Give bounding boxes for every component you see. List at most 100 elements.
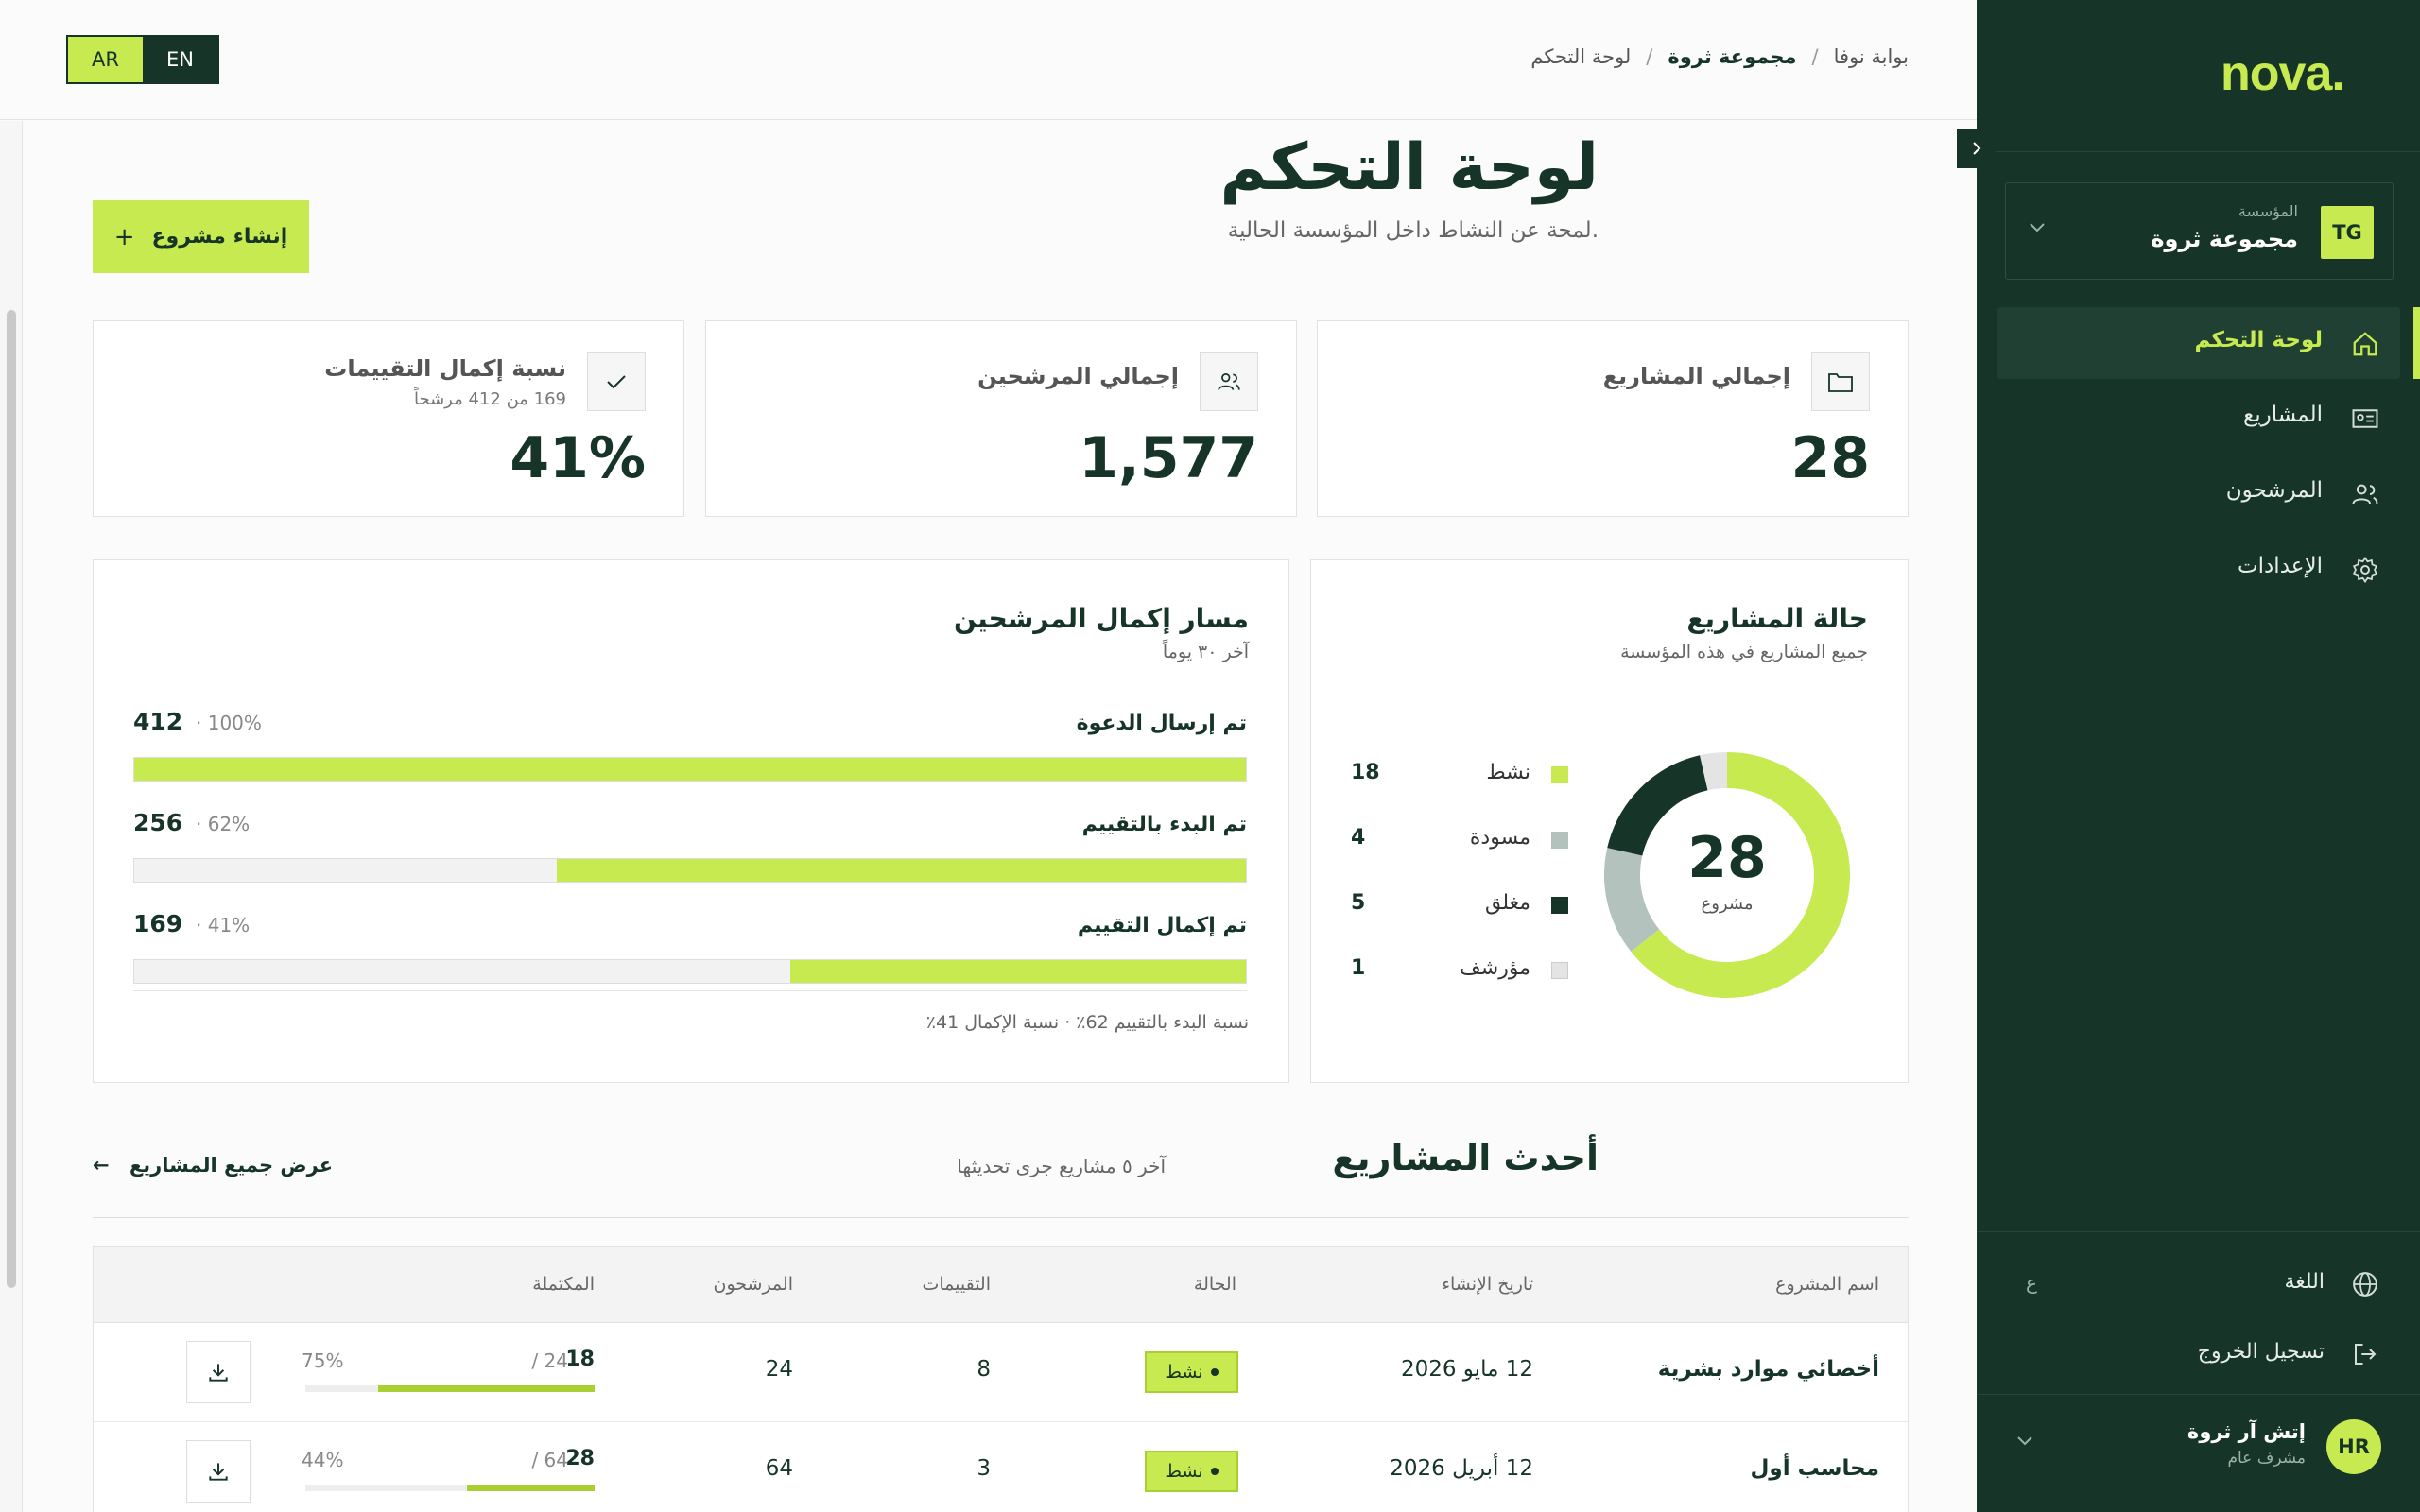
project-status-card: حالة المشاريع جميع المشاريع في هذه المؤس… bbox=[1310, 559, 1909, 1083]
completed-count: 28 bbox=[565, 1447, 595, 1470]
stat-value: 28 bbox=[1790, 425, 1871, 491]
logout-button[interactable]: تسجيل الخروج bbox=[1997, 1327, 2400, 1383]
completion-track bbox=[305, 1385, 595, 1392]
funnel-count: 412 bbox=[133, 708, 183, 735]
download-button[interactable] bbox=[186, 1440, 251, 1503]
candidates-count: 64 bbox=[765, 1456, 793, 1481]
completion-track bbox=[305, 1485, 595, 1491]
legend-swatch bbox=[1551, 897, 1568, 914]
donut-segment bbox=[1604, 848, 1660, 953]
user-menu[interactable]: HR إتش آر ثروة مشرف عام bbox=[1997, 1408, 2400, 1484]
breadcrumb-separator: / bbox=[1646, 45, 1653, 68]
status-badge: نشط bbox=[1145, 1451, 1238, 1492]
legend-value: 4 bbox=[1351, 826, 1366, 850]
lang-ar-button[interactable]: AR bbox=[68, 37, 143, 82]
completed-count: 18 bbox=[565, 1348, 595, 1371]
funnel-percent: · 41% bbox=[196, 914, 251, 936]
users-icon bbox=[2351, 480, 2379, 508]
scrollbar-thumb[interactable] bbox=[7, 310, 16, 1288]
user-role: مشرف عام bbox=[2227, 1449, 2306, 1468]
funnel-row: تم إرسال الدعوة 412 · 100% bbox=[133, 708, 1247, 787]
column-header: المرشحون bbox=[713, 1274, 794, 1295]
completion-fill bbox=[467, 1485, 595, 1491]
table-row[interactable]: أخصائي موارد بشرية 12 مايو 2026 نشط 8 24… bbox=[94, 1323, 1908, 1422]
column-header: الحالة bbox=[1193, 1274, 1236, 1295]
folder-icon bbox=[1811, 352, 1870, 411]
card-subtitle: آخر ٣٠ يوماً bbox=[1162, 642, 1249, 662]
completed-total: / 24 bbox=[531, 1349, 568, 1372]
funnel-count: 256 bbox=[133, 809, 183, 836]
stat-value: 1,577 bbox=[1079, 425, 1258, 491]
home-icon bbox=[2351, 330, 2379, 358]
logout-icon bbox=[2351, 1340, 2379, 1368]
breadcrumb-separator: / bbox=[1811, 45, 1819, 68]
completed-total: / 64 bbox=[531, 1449, 568, 1471]
scrollbar[interactable] bbox=[0, 121, 23, 1512]
top-bar: AR EN بوابة نوفا / مجموعة ثروة / لوحة ال… bbox=[0, 0, 1977, 120]
plus-icon: + bbox=[113, 222, 135, 251]
donut-segment bbox=[1631, 752, 1850, 998]
org-avatar: TG bbox=[2321, 206, 2374, 259]
card-subtitle: جميع المشاريع في هذه المؤسسة bbox=[1620, 642, 1868, 662]
created-date: 12 مايو 2026 bbox=[1400, 1357, 1533, 1382]
funnel-label: تم إكمال التقييم bbox=[1077, 914, 1247, 937]
funnel-count: 169 bbox=[133, 910, 183, 937]
stat-subtext: 169 من 412 مرشحاً bbox=[414, 389, 566, 409]
funnel-divider bbox=[133, 990, 1247, 991]
legend-item: مؤرشف 1 bbox=[1351, 956, 1568, 985]
breadcrumb-portal[interactable]: بوابة نوفا bbox=[1833, 45, 1909, 68]
project-name[interactable]: محاسب أول bbox=[1750, 1456, 1879, 1481]
download-button[interactable] bbox=[186, 1341, 251, 1403]
table-row[interactable]: محاسب أول 12 أبريل 2026 نشط 3 64 28 / 64… bbox=[94, 1422, 1908, 1512]
collapse-sidebar-button[interactable] bbox=[1957, 129, 1996, 168]
legend-item: مغلق 5 bbox=[1351, 891, 1568, 919]
funnel-bar bbox=[134, 758, 1246, 781]
sidebar-item-projects[interactable]: المشاريع bbox=[1997, 382, 2400, 454]
page-subtitle: لمحة عن النشاط داخل المؤسسة الحالية. bbox=[1227, 218, 1599, 243]
status-badge: نشط bbox=[1145, 1351, 1238, 1393]
legend-value: 18 bbox=[1351, 761, 1380, 784]
breadcrumb-org[interactable]: مجموعة ثروة bbox=[1668, 45, 1797, 68]
globe-icon bbox=[2351, 1270, 2379, 1298]
nova-logo[interactable]: nova. bbox=[2221, 46, 2345, 101]
card-title: مسار إكمال المرشحين bbox=[953, 603, 1249, 634]
section-divider bbox=[93, 1217, 1909, 1218]
evaluations-count: 3 bbox=[977, 1456, 991, 1481]
page-title: لوحة التحكم bbox=[1219, 130, 1599, 205]
breadcrumb-current: لوحة التحكم bbox=[1530, 45, 1632, 68]
stat-card-projects: إجمالي المشاريع 28 bbox=[1317, 320, 1909, 517]
active-indicator bbox=[2413, 307, 2420, 379]
language-toggle: AR EN bbox=[66, 35, 219, 84]
view-all-projects-link[interactable]: عرض جميع المشاريع ← bbox=[93, 1154, 333, 1177]
language-label: اللغة bbox=[2284, 1270, 2325, 1294]
candidates-count: 24 bbox=[765, 1357, 793, 1382]
language-menu[interactable]: اللغة ع bbox=[1997, 1257, 2400, 1314]
status-dot bbox=[1210, 1468, 1219, 1475]
logout-label: تسجيل الخروج bbox=[2197, 1340, 2325, 1364]
funnel-bar-track bbox=[133, 858, 1247, 883]
sidebar-item-label: المشاريع bbox=[2243, 403, 2323, 427]
sidebar-item-settings[interactable]: الإعدادات bbox=[1997, 533, 2400, 605]
donut-center-value: 28 bbox=[1687, 825, 1767, 891]
org-label: المؤسسة bbox=[2238, 202, 2298, 220]
download-icon bbox=[209, 1463, 228, 1481]
chevron-down-icon bbox=[2029, 215, 2046, 239]
legend-value: 1 bbox=[1351, 956, 1366, 980]
funnel-bar-track bbox=[133, 757, 1247, 782]
sidebar-item-dashboard[interactable]: لوحة التحكم bbox=[1997, 307, 2400, 379]
completion-percent: 44% bbox=[302, 1449, 344, 1471]
funnel-percent: · 62% bbox=[196, 813, 251, 835]
sidebar-item-label: المرشحون bbox=[2225, 478, 2323, 503]
legend-swatch bbox=[1551, 962, 1568, 979]
create-project-button[interactable]: إنشاء مشروع + bbox=[93, 200, 309, 273]
card-title: حالة المشاريع bbox=[1686, 603, 1868, 634]
sidebar-item-candidates[interactable]: المرشحون bbox=[1997, 457, 2400, 529]
lang-en-button[interactable]: EN bbox=[143, 37, 217, 82]
project-name[interactable]: أخصائي موارد بشرية bbox=[1657, 1357, 1879, 1382]
funnel-row: تم البدء بالتقييم 256 · 62% bbox=[133, 809, 1247, 888]
completion-percent: 75% bbox=[302, 1349, 344, 1372]
users-icon bbox=[1200, 352, 1258, 411]
org-switcher[interactable]: TG المؤسسة مجموعة ثروة bbox=[2005, 182, 2394, 280]
legend-item: نشط 18 bbox=[1351, 761, 1568, 789]
donut-chart: 28 مشروع bbox=[1604, 752, 1850, 998]
